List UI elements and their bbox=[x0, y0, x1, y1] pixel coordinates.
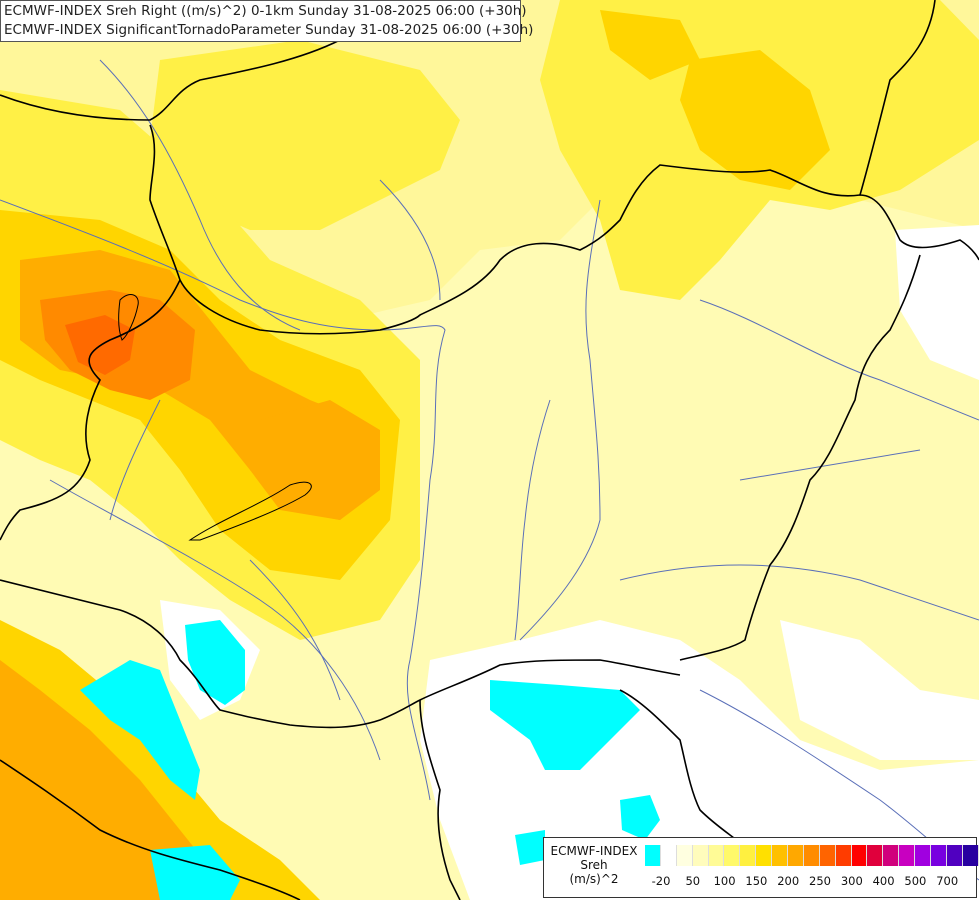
legend-swatch bbox=[676, 845, 693, 866]
legend-title: ECMWF-INDEX Sreh (m/s)^2 bbox=[544, 844, 644, 886]
legend-swatch bbox=[915, 845, 932, 866]
legend-tick-label: -20 bbox=[651, 874, 671, 888]
field-gold-ne bbox=[680, 50, 830, 190]
legend-tick-label: 300 bbox=[840, 874, 863, 888]
legend-tick-label: 200 bbox=[777, 874, 800, 888]
legend-swatch bbox=[851, 845, 868, 866]
legend-tick-label: 150 bbox=[745, 874, 768, 888]
field-cyan-south3 bbox=[515, 830, 545, 865]
legend-swatch bbox=[835, 845, 852, 866]
rivers bbox=[0, 59, 979, 881]
legend-swatch bbox=[708, 845, 725, 866]
field-cyan-south bbox=[490, 680, 640, 770]
legend-swatch bbox=[645, 845, 661, 866]
legend-swatch bbox=[788, 845, 804, 866]
map-title-box: ECMWF-INDEX Sreh Right ((m/s)^2) 0-1km S… bbox=[0, 0, 534, 42]
field-cyan-south2 bbox=[620, 795, 660, 840]
legend-tick-label: 100 bbox=[713, 874, 736, 888]
legend-variable: Sreh bbox=[580, 858, 608, 872]
legend-ticks: -20 50 100 150 200 250 300 400 500 700 bbox=[645, 874, 965, 890]
legend-swatches bbox=[645, 845, 979, 866]
legend-swatch bbox=[867, 845, 884, 866]
legend-tick-label: 500 bbox=[904, 874, 927, 888]
legend-swatch bbox=[740, 845, 757, 866]
legend-tick-label: 250 bbox=[809, 874, 831, 888]
color-legend: ECMWF-INDEX Sreh (m/s)^2 -20 50 100 150 200 2… bbox=[543, 837, 979, 898]
legend-unit: (m/s)^2 bbox=[569, 872, 619, 886]
legend-swatch bbox=[692, 845, 709, 866]
field-gold-ne2 bbox=[600, 10, 700, 80]
legend-swatch bbox=[819, 845, 836, 866]
legend-swatch bbox=[899, 845, 916, 866]
map-title-line1: ECMWF-INDEX Sreh Right ((m/s)^2) 0-1km S… bbox=[4, 3, 527, 19]
legend-swatch bbox=[756, 845, 773, 866]
legend-swatch bbox=[724, 845, 741, 866]
field-cyan-sw3 bbox=[150, 845, 240, 900]
legend-swatch bbox=[931, 845, 947, 866]
legend-swatch bbox=[962, 845, 979, 866]
legend-swatch bbox=[772, 845, 789, 866]
lake-balaton bbox=[188, 481, 312, 541]
field-cyan-sw1 bbox=[80, 660, 200, 800]
legend-tick-label: 400 bbox=[872, 874, 895, 888]
legend-swatch bbox=[660, 845, 677, 866]
legend-swatch bbox=[883, 845, 900, 866]
legend-tick-label: 50 bbox=[685, 874, 701, 888]
lake-neusiedl bbox=[118, 294, 139, 341]
field-white-east bbox=[895, 225, 979, 380]
legend-swatch bbox=[803, 845, 820, 866]
map-title-line2: ECMWF-INDEX SignificantTornadoParameter … bbox=[4, 22, 534, 38]
legend-swatch bbox=[946, 845, 963, 866]
legend-model: ECMWF-INDEX bbox=[550, 844, 638, 858]
field-white-se bbox=[780, 620, 979, 760]
field-orange-sw bbox=[0, 660, 230, 900]
legend-tick-label: 700 bbox=[936, 874, 959, 888]
